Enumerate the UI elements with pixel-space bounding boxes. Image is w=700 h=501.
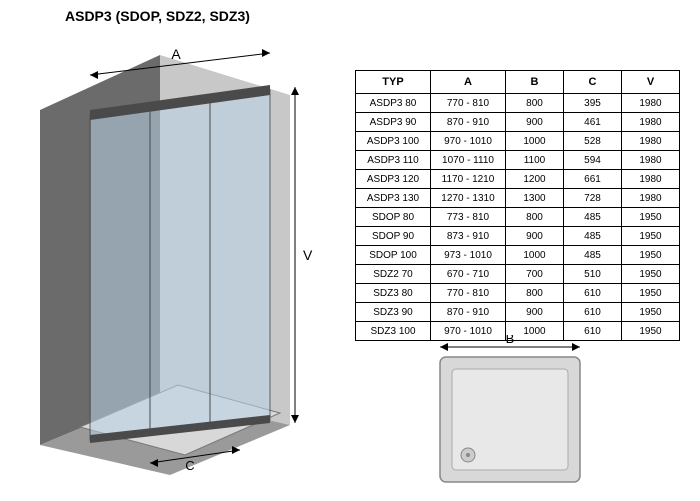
table-cell: ASDP3 120: [356, 170, 431, 189]
label-c: C: [185, 458, 194, 473]
table-cell: 1100: [506, 151, 564, 170]
arrow-a-left: [90, 71, 98, 79]
arrow-b-right: [572, 343, 580, 351]
specification-table: TYP A B C V ASDP3 80770 - 8108003951980A…: [355, 70, 680, 341]
table-cell: 770 - 810: [431, 94, 506, 113]
table-cell: 700: [506, 265, 564, 284]
table-cell: 661: [564, 170, 622, 189]
table-cell: 1000: [506, 132, 564, 151]
table-cell: 528: [564, 132, 622, 151]
arrow-a-right: [262, 49, 270, 57]
table-cell: 1980: [622, 94, 680, 113]
table-cell: 873 - 910: [431, 227, 506, 246]
table-cell: 485: [564, 208, 622, 227]
table-cell: 1170 - 1210: [431, 170, 506, 189]
table-cell: 610: [564, 303, 622, 322]
table-row: ASDP3 80770 - 8108003951980: [356, 94, 680, 113]
label-b: B: [506, 335, 515, 346]
label-a: A: [171, 46, 181, 62]
table-row: ASDP3 1201170 - 121012006611980: [356, 170, 680, 189]
table-cell: ASDP3 110: [356, 151, 431, 170]
table-cell: 970 - 1010: [431, 132, 506, 151]
table-cell: ASDP3 80: [356, 94, 431, 113]
table-cell: SDOP 100: [356, 246, 431, 265]
arrow-v-bottom: [291, 415, 299, 423]
table-cell: 1070 - 1110: [431, 151, 506, 170]
table-cell: SDZ3 90: [356, 303, 431, 322]
table-row: SDOP 90873 - 9109004851950: [356, 227, 680, 246]
table-cell: 1980: [622, 170, 680, 189]
table-cell: 485: [564, 246, 622, 265]
table-cell: 800: [506, 208, 564, 227]
table-cell: 1950: [622, 208, 680, 227]
label-v: V: [303, 247, 313, 263]
table-cell: 1980: [622, 132, 680, 151]
arrow-v-top: [291, 87, 299, 95]
table-cell: 900: [506, 227, 564, 246]
table-header-row: TYP A B C V: [356, 71, 680, 94]
shower-door-diagram: A V C: [30, 25, 315, 475]
product-title: ASDP3 (SDOP, SDZ2, SDZ3): [65, 8, 250, 24]
table-cell: 1950: [622, 303, 680, 322]
col-header-c: C: [564, 71, 622, 94]
table-cell: 1950: [622, 265, 680, 284]
table-cell: SDZ2 70: [356, 265, 431, 284]
table-cell: 395: [564, 94, 622, 113]
table-cell: ASDP3 130: [356, 189, 431, 208]
table-cell: SDOP 80: [356, 208, 431, 227]
table-cell: SDOP 90: [356, 227, 431, 246]
table-cell: 800: [506, 284, 564, 303]
table-cell: 1950: [622, 246, 680, 265]
table-cell: 728: [564, 189, 622, 208]
table-cell: ASDP3 90: [356, 113, 431, 132]
drain-center: [466, 453, 470, 457]
col-header-a: A: [431, 71, 506, 94]
table-cell: 485: [564, 227, 622, 246]
col-header-b: B: [506, 71, 564, 94]
table-cell: 900: [506, 113, 564, 132]
table-row: SDZ2 70670 - 7107005101950: [356, 265, 680, 284]
table-cell: 1980: [622, 189, 680, 208]
table-cell: 510: [564, 265, 622, 284]
table-cell: 1950: [622, 322, 680, 341]
col-header-typ: TYP: [356, 71, 431, 94]
table-row: ASDP3 90870 - 9109004611980: [356, 113, 680, 132]
table-cell: 594: [564, 151, 622, 170]
table-cell: 1270 - 1310: [431, 189, 506, 208]
table-cell: 773 - 810: [431, 208, 506, 227]
table-cell: 1200: [506, 170, 564, 189]
table-cell: 870 - 910: [431, 113, 506, 132]
table-cell: 800: [506, 94, 564, 113]
table-row: SDOP 80773 - 8108004851950: [356, 208, 680, 227]
table-cell: SDZ3 80: [356, 284, 431, 303]
table-row: ASDP3 1301270 - 131013007281980: [356, 189, 680, 208]
table-row: ASDP3 100970 - 101010005281980: [356, 132, 680, 151]
shower-tray-diagram: B: [420, 335, 600, 490]
table-cell: 461: [564, 113, 622, 132]
table-cell: 1980: [622, 113, 680, 132]
table-row: SDZ3 80770 - 8108006101950: [356, 284, 680, 303]
table-cell: 1950: [622, 227, 680, 246]
table-cell: 610: [564, 284, 622, 303]
table-cell: 900: [506, 303, 564, 322]
table-row: ASDP3 1101070 - 111011005941980: [356, 151, 680, 170]
table-cell: 1300: [506, 189, 564, 208]
table-row: SDOP 100973 - 101010004851950: [356, 246, 680, 265]
table-cell: 1000: [506, 246, 564, 265]
table-row: SDZ3 90870 - 9109006101950: [356, 303, 680, 322]
table-cell: ASDP3 100: [356, 132, 431, 151]
table-cell: 1980: [622, 151, 680, 170]
table-cell: 1950: [622, 284, 680, 303]
glass-panels: [90, 90, 270, 440]
table-cell: 770 - 810: [431, 284, 506, 303]
arrow-b-left: [440, 343, 448, 351]
table-cell: 973 - 1010: [431, 246, 506, 265]
table-cell: 870 - 910: [431, 303, 506, 322]
table-cell: 670 - 710: [431, 265, 506, 284]
col-header-v: V: [622, 71, 680, 94]
